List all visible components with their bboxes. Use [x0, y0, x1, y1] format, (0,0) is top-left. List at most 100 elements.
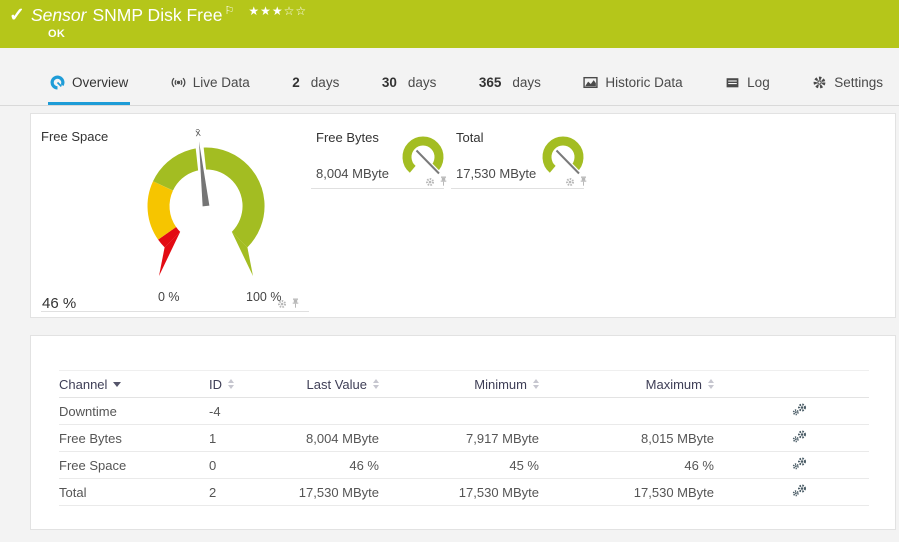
tab-bar: Overview Live Data 2 days 30 days 365 da… [0, 62, 899, 106]
col-label: Minimum [474, 376, 527, 392]
channel-settings-gears-icon[interactable] [792, 484, 807, 497]
tab-label: Log [747, 74, 770, 90]
mini-gauge-value: 17,530 MByte [456, 166, 537, 181]
main-gauge-value: 46 % [42, 295, 77, 312]
gauges-panel: Free Space x̄ 0 % 100 % 46 % [30, 113, 896, 318]
mini-gauge-needle [555, 149, 580, 175]
gauge-scale-max: 100 % [246, 290, 282, 304]
total-actions [565, 176, 588, 187]
channel-settings-gears-icon[interactable] [792, 430, 807, 443]
cell-last-value: 8,004 MByte [306, 430, 379, 446]
sensor-name: SNMP Disk Free [92, 5, 223, 25]
main-gauge-actions [277, 298, 300, 309]
tab-live-data[interactable]: Live Data [169, 62, 252, 105]
sensor-type-label: Sensor [31, 5, 87, 25]
tab-label: Live Data [192, 74, 250, 90]
tab-settings[interactable]: Settings [810, 62, 885, 105]
tab-label: Historic Data [605, 74, 683, 90]
sort-icon [373, 379, 379, 389]
pin-icon[interactable] [579, 176, 588, 187]
cell-minimum: 17,530 MByte [458, 484, 539, 500]
mini-gauge-title: Free Bytes [316, 130, 379, 145]
cell-channel: Total [59, 484, 87, 500]
gauge-scale-min: 0 % [158, 290, 180, 304]
channel-settings-gears-icon[interactable] [792, 457, 807, 470]
col-label: Maximum [645, 376, 702, 392]
table-row[interactable]: Free Space 0 46 % 45 % 46 % [59, 452, 869, 479]
priority-stars[interactable]: ★★★☆☆ [248, 4, 307, 18]
cell-maximum: 8,015 MByte [641, 430, 714, 446]
tab-label: Settings [834, 74, 883, 90]
stars-filled: ★★★ [248, 4, 284, 18]
table-header-row: Channel ID Last Value Minimum Maximum [59, 370, 869, 398]
main-gauge-title: Free Space [41, 129, 109, 144]
tab-overview[interactable]: Overview [48, 62, 131, 105]
tab-historic-data[interactable]: Historic Data [581, 62, 684, 105]
sensor-status-header: ✓ Sensor SNMP Disk Free ⚐ ★★★☆☆ OK [0, 0, 899, 48]
sort-icon [533, 379, 539, 389]
col-label: ID [209, 376, 222, 392]
tab-label: days [407, 74, 437, 90]
cell-divider [311, 188, 444, 189]
status-badge: OK [48, 28, 66, 40]
settings-gear-icon [813, 76, 826, 88]
flag-icon[interactable]: ⚐ [224, 5, 235, 17]
tab-number: 30 [381, 74, 397, 90]
free-bytes-gauge [402, 136, 444, 177]
mini-gauge-needle [415, 149, 440, 175]
pin-icon[interactable] [439, 176, 448, 187]
channels-panel: Channel ID Last Value Minimum Maximum [30, 335, 896, 530]
tab-log[interactable]: Log [723, 62, 772, 105]
stars-empty: ☆☆ [283, 4, 308, 18]
cell-id: 1 [209, 430, 217, 446]
cell-channel: Downtime [59, 403, 117, 419]
cell-last-value: 46 % [349, 457, 379, 473]
table-row[interactable]: Total 2 17,530 MByte 17,530 MByte 17,530… [59, 479, 869, 506]
gauge-needle-group: x̄ [194, 129, 210, 207]
cell-maximum: 46 % [684, 457, 714, 473]
cell-channel: Free Space [59, 457, 127, 473]
tab-2-days[interactable]: 2 days [290, 62, 341, 105]
table-row[interactable]: Downtime -4 [59, 398, 869, 425]
free-space-gauge: x̄ [147, 129, 265, 276]
pin-icon[interactable] [291, 298, 300, 309]
tab-label: Overview [72, 74, 129, 90]
mini-gauge-value: 8,004 MByte [316, 166, 389, 181]
gauge-red-tail [159, 231, 181, 276]
sort-icon [228, 379, 234, 389]
table-row[interactable]: Free Bytes 1 8,004 MByte 7,917 MByte 8,0… [59, 425, 869, 452]
gear-icon[interactable] [277, 299, 287, 309]
live-data-icon [171, 77, 186, 87]
mean-marker: x̄ [195, 129, 202, 139]
gear-icon[interactable] [425, 177, 435, 187]
cell-id: 0 [209, 457, 217, 473]
col-header-last-value[interactable]: Last Value [289, 377, 379, 392]
channel-settings-gears-icon[interactable] [792, 403, 807, 416]
log-icon [726, 77, 739, 87]
cell-id: 2 [209, 484, 217, 500]
cell-minimum: 7,917 MByte [466, 430, 539, 446]
sort-desc-icon [113, 381, 122, 387]
gear-icon[interactable] [565, 177, 575, 187]
gauge-icon [50, 75, 65, 89]
col-label: Channel [59, 376, 108, 392]
cell-id: -4 [209, 403, 221, 419]
col-header-id[interactable]: ID [209, 377, 289, 392]
total-gauge [542, 136, 584, 177]
col-header-maximum[interactable]: Maximum [539, 377, 714, 392]
cell-last-value: 17,530 MByte [298, 484, 379, 500]
col-header-minimum[interactable]: Minimum [379, 377, 539, 392]
tab-30-days[interactable]: 30 days [380, 62, 439, 105]
sensor-title: Sensor SNMP Disk Free ⚐ ★★★☆☆ [31, 4, 307, 26]
status-ok-check-icon: ✓ [9, 5, 25, 26]
historic-chart-icon [583, 76, 599, 88]
cell-divider [451, 188, 584, 189]
cell-channel: Free Bytes [59, 430, 122, 446]
free-bytes-actions [425, 176, 448, 187]
col-header-channel[interactable]: Channel [59, 377, 209, 392]
tab-number: 2 [292, 74, 300, 90]
channels-table: Channel ID Last Value Minimum Maximum [59, 370, 869, 506]
gauge-needle [198, 141, 210, 207]
tab-365-days[interactable]: 365 days [477, 62, 543, 105]
